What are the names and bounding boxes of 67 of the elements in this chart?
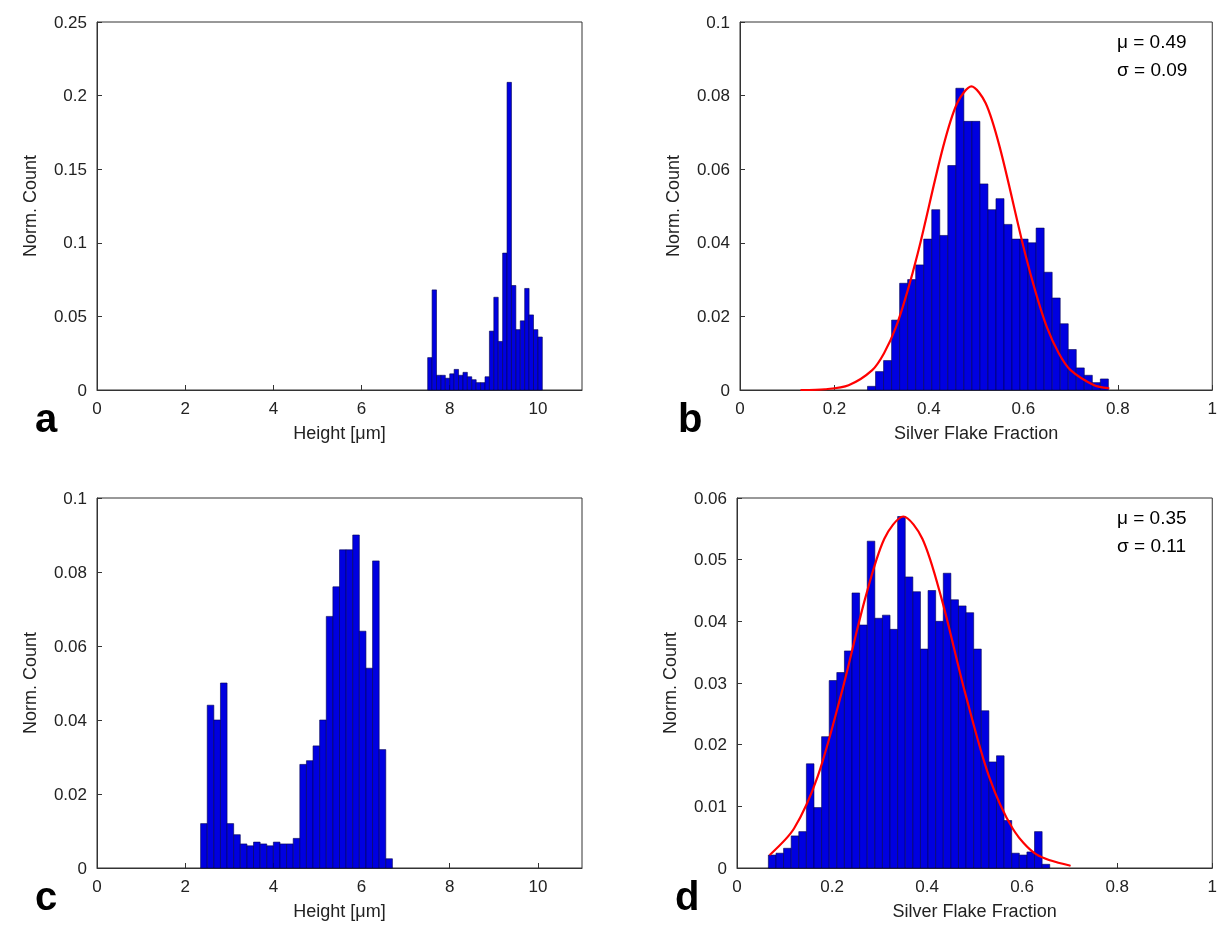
x-tick-label: 0.4: [915, 877, 939, 896]
x-tick-label: 0.4: [917, 399, 941, 418]
x-tick-label: 0.2: [820, 877, 844, 896]
y-tick-label: 0.03: [693, 673, 727, 693]
y-tick-label: 0.06: [696, 159, 730, 179]
text: d: [675, 874, 700, 918]
x-tick-label: 10: [528, 877, 548, 896]
x-axis-title: Silver Flake Fraction: [892, 901, 1057, 921]
x-tick-label: 2: [180, 399, 190, 418]
y-axis-title: Norm. Count: [663, 154, 683, 258]
x-tick-label: 0: [92, 399, 102, 418]
annotation: μ = 0.35: [1117, 507, 1187, 528]
y-tick-label: 0: [77, 858, 87, 878]
y-tick-label: 0.02: [696, 306, 730, 326]
x-tick-label: 0: [92, 877, 102, 896]
y-tick-label: 0.1: [706, 12, 730, 32]
y-tick-label: 0.06: [693, 488, 727, 508]
x-tick-label: 0.8: [1106, 399, 1130, 418]
y-tick-label: 0.04: [693, 611, 727, 631]
line-series: [769, 515, 1071, 867]
x-tick-label: 1: [1207, 877, 1218, 896]
y-tick-label: 0.15: [53, 159, 87, 179]
y-tick-label: 0.2: [63, 86, 87, 106]
y-tick-label: 0.25: [53, 12, 87, 32]
y-tick-label: 0.02: [53, 784, 87, 804]
x-tick-label: 4: [268, 399, 279, 418]
y-tick-label: 0: [717, 858, 727, 878]
x-tick-label: 0.6: [1011, 399, 1036, 418]
x-tick-label: 4: [268, 877, 279, 896]
y-axis-title: Norm. Count: [20, 154, 40, 258]
annotation: σ = 0.11: [1117, 535, 1186, 556]
x-tick-label: 8: [444, 399, 455, 418]
annotation: μ = 0.49: [1117, 31, 1187, 52]
text: c: [35, 874, 58, 918]
x-axis-title: Silver Flake Fraction: [894, 423, 1059, 443]
x-tick-label: 0.8: [1105, 877, 1130, 896]
y-tick-label: 0.1: [63, 488, 87, 508]
y-axis-title: Norm. Count: [20, 631, 40, 735]
y-tick-label: 0.01: [693, 796, 727, 816]
x-tick-label: 0.2: [822, 399, 847, 418]
annotation: σ = 0.09: [1117, 59, 1188, 80]
y-tick-label: 0.04: [696, 233, 730, 253]
text: a: [35, 396, 58, 440]
x-tick-label: 0: [735, 399, 745, 418]
y-tick-label: 0.02: [693, 735, 727, 755]
y-tick-label: 0.04: [53, 710, 87, 730]
x-tick-label: 2: [180, 877, 190, 896]
x-tick-label: 0.6: [1010, 877, 1034, 896]
x-tick-label: 1: [1207, 399, 1218, 418]
y-tick-label: 0.05: [693, 550, 727, 570]
x-axis-title: Height [μm]: [293, 901, 386, 921]
line-series: [800, 85, 1110, 392]
x-tick-label: 0: [732, 877, 742, 896]
y-axis-title: Norm. Count: [660, 631, 680, 735]
x-tick-label: 10: [528, 399, 548, 418]
x-tick-label: 6: [356, 877, 367, 896]
y-tick-label: 0.08: [696, 86, 730, 106]
y-tick-label: 0: [77, 380, 87, 400]
y-tick-label: 0.1: [63, 233, 87, 253]
text: b: [678, 396, 703, 440]
y-tick-label: 0.06: [53, 636, 87, 656]
x-tick-label: 8: [444, 877, 455, 896]
y-tick-label: 0: [720, 380, 730, 400]
y-tick-label: 0.05: [53, 306, 87, 326]
y-tick-label: 0.08: [53, 562, 87, 582]
x-tick-label: 6: [356, 399, 367, 418]
x-axis-title: Height [μm]: [293, 423, 386, 443]
